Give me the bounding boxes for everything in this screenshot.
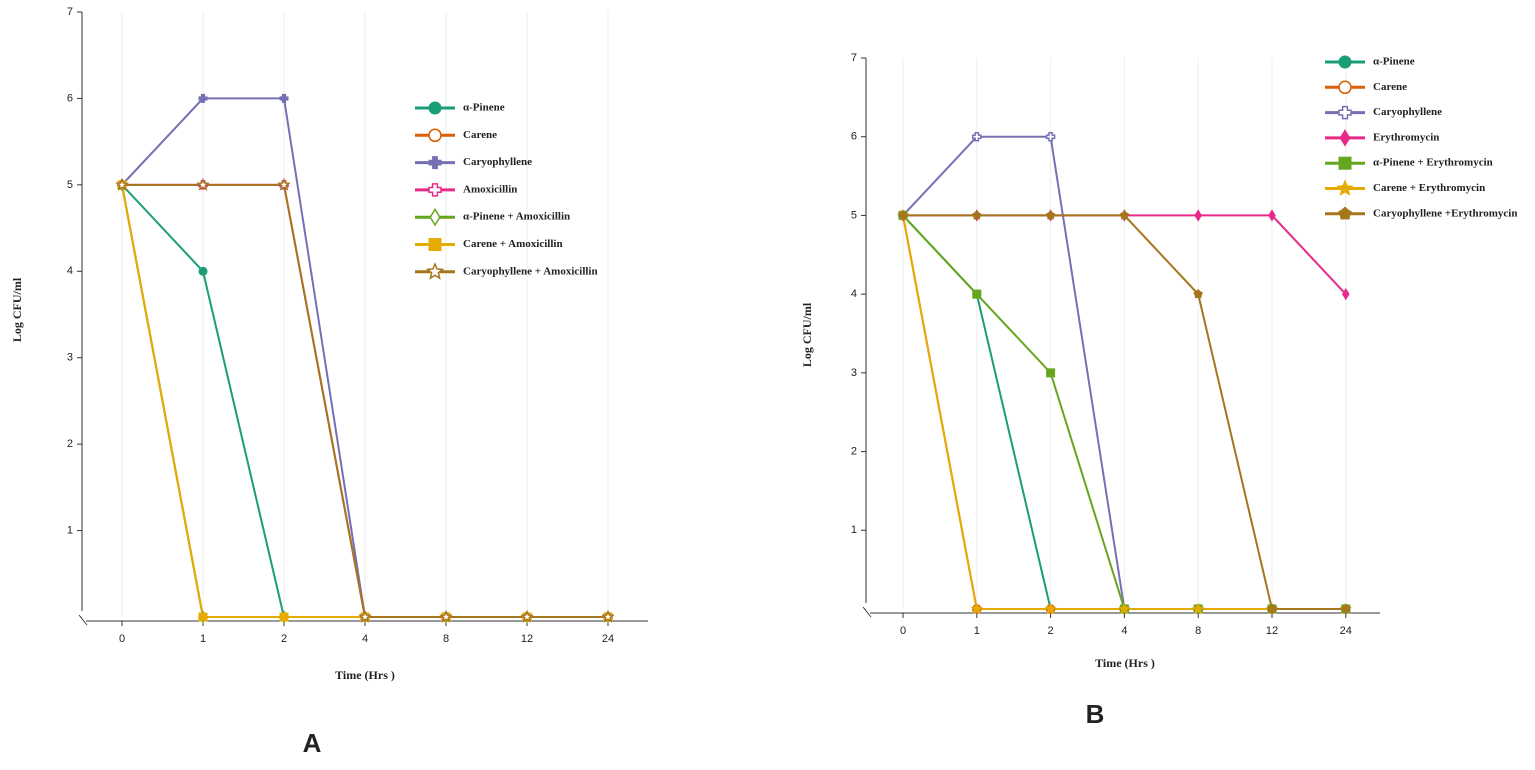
marker bbox=[277, 177, 291, 191]
y-tick-label: 6 bbox=[67, 92, 73, 104]
marker bbox=[1192, 602, 1205, 615]
x-tick-label: 8 bbox=[1195, 625, 1201, 637]
x-tick-label: 1 bbox=[200, 633, 206, 645]
legend-label: Caryophyllene bbox=[1373, 106, 1442, 118]
y-tick-label: 7 bbox=[851, 52, 857, 64]
y-tick-label: 3 bbox=[851, 367, 857, 379]
x-tick-label: 0 bbox=[900, 625, 906, 637]
y-tick-label: 4 bbox=[67, 265, 73, 277]
legend-label: Carene + Erythromycin bbox=[1373, 182, 1485, 194]
marker bbox=[279, 93, 289, 103]
panel-label: A bbox=[303, 728, 322, 758]
marker bbox=[1338, 80, 1352, 95]
x-axis-label: Time (Hrs ) bbox=[335, 668, 395, 682]
legend-label: Erythromycin bbox=[1373, 131, 1439, 143]
legend-label: α-Pinene bbox=[1373, 56, 1415, 68]
marker bbox=[972, 131, 982, 142]
x-tick-label: 2 bbox=[1048, 625, 1054, 637]
y-tick-label: 6 bbox=[851, 131, 857, 143]
x-tick-label: 24 bbox=[602, 633, 614, 645]
marker bbox=[1119, 210, 1130, 220]
marker bbox=[429, 207, 441, 227]
marker bbox=[1118, 602, 1131, 615]
marker bbox=[1268, 209, 1276, 222]
x-tick-label: 24 bbox=[1340, 625, 1352, 637]
marker bbox=[971, 210, 982, 220]
marker bbox=[1267, 603, 1277, 614]
marker bbox=[428, 238, 442, 251]
marker bbox=[198, 266, 208, 276]
marker bbox=[970, 602, 983, 615]
marker bbox=[601, 609, 615, 623]
marker bbox=[196, 177, 210, 191]
marker bbox=[1046, 368, 1056, 378]
x-tick-label: 12 bbox=[521, 633, 533, 645]
marker bbox=[439, 609, 453, 623]
x-tick-label: 2 bbox=[281, 633, 287, 645]
legend-label: Carene + Amoxicillin bbox=[463, 238, 563, 250]
legend-label: Carene bbox=[1373, 81, 1407, 93]
marker bbox=[358, 609, 372, 623]
marker bbox=[1044, 602, 1057, 615]
y-tick-label: 3 bbox=[67, 352, 73, 364]
legend-label: Caryophyllene +Erythromycin bbox=[1373, 207, 1517, 219]
marker bbox=[1342, 287, 1350, 301]
x-axis-label: Time (Hrs ) bbox=[1095, 656, 1155, 670]
marker bbox=[428, 156, 442, 170]
x-tick-label: 8 bbox=[443, 633, 449, 645]
marker bbox=[279, 612, 289, 622]
y-tick-label: 2 bbox=[851, 445, 857, 457]
legend-label: Carene bbox=[463, 129, 497, 141]
x-tick-label: 4 bbox=[1121, 625, 1127, 637]
axis-break bbox=[78, 614, 88, 626]
x-tick-label: 1 bbox=[974, 625, 980, 637]
marker bbox=[198, 612, 208, 622]
legend-label: Caryophyllene + Amoxicillin bbox=[463, 265, 598, 277]
legend-label: α-Pinene bbox=[463, 102, 505, 114]
panel-label: B bbox=[1086, 699, 1105, 729]
marker bbox=[1338, 206, 1352, 220]
legend-label: Caryophyllene bbox=[463, 156, 532, 168]
marker bbox=[1339, 129, 1351, 147]
x-tick-label: 4 bbox=[362, 633, 368, 645]
marker bbox=[428, 183, 442, 197]
y-axis-label: Log CFU/ml bbox=[10, 277, 24, 342]
marker bbox=[1045, 131, 1056, 142]
marker bbox=[428, 101, 442, 115]
y-tick-label: 1 bbox=[851, 524, 857, 536]
marker bbox=[425, 262, 445, 280]
y-tick-label: 7 bbox=[67, 6, 73, 18]
marker bbox=[198, 93, 208, 103]
y-tick-label: 5 bbox=[67, 179, 73, 191]
legend-label: Amoxicillin bbox=[463, 183, 517, 195]
marker bbox=[1194, 209, 1202, 222]
marker bbox=[1338, 55, 1352, 69]
marker bbox=[115, 177, 129, 191]
legend-label: α-Pinene + Erythromycin bbox=[1373, 157, 1493, 169]
marker bbox=[1193, 289, 1204, 299]
marker bbox=[1045, 210, 1056, 220]
marker bbox=[520, 609, 534, 623]
axis-break bbox=[862, 606, 872, 618]
y-tick-label: 1 bbox=[67, 524, 73, 536]
marker bbox=[1338, 156, 1352, 170]
marker bbox=[1338, 105, 1352, 120]
x-tick-label: 0 bbox=[119, 633, 125, 645]
y-tick-label: 5 bbox=[851, 209, 857, 221]
y-tick-label: 4 bbox=[851, 288, 857, 300]
marker bbox=[428, 128, 442, 143]
x-tick-label: 12 bbox=[1266, 625, 1278, 637]
y-tick-label: 2 bbox=[67, 438, 73, 450]
marker bbox=[1336, 179, 1354, 196]
marker bbox=[898, 210, 908, 220]
y-axis-label: Log CFU/ml bbox=[800, 302, 814, 367]
legend-label: α-Pinene + Amoxicillin bbox=[463, 211, 570, 223]
marker bbox=[1340, 603, 1351, 614]
marker bbox=[972, 289, 982, 299]
